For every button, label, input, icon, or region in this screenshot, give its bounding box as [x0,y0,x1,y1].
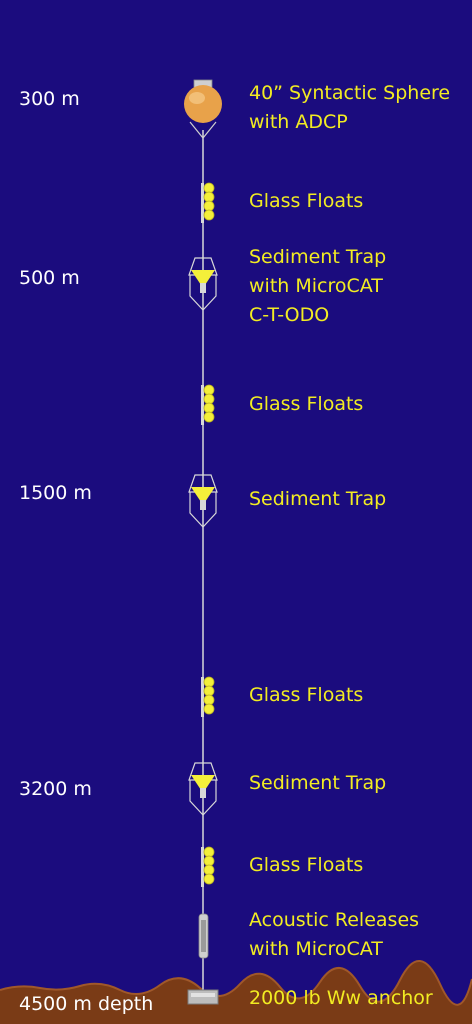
depth-label-300: 300 m [19,88,80,110]
instrument-label-sediment-trap: Sediment Trap with MicroCAT C-T-ODO [249,246,387,326]
sediment-trap-icon [188,762,218,816]
depth-label-3200: 3200 m [19,778,92,800]
acoustic-release-icon [198,913,209,959]
instrument-label-syntactic-sphere: 40” Syntactic Sphere with ADCP [249,82,451,133]
glass-floats-icon [201,846,215,887]
instrument-label-glass-floats: Glass Floats [249,684,364,706]
depth-label-4500: 4500 m depth [19,993,154,1015]
anchor-icon [187,989,219,1005]
syntactic-sphere-icon [184,79,222,139]
glass-floats-icon [201,182,215,223]
instrument-label-sediment-trap: Sediment Trap [249,488,387,510]
seafloor [0,960,472,1024]
depth-label-500: 500 m [19,267,80,289]
sediment-trap-icon [188,257,218,311]
instrument-label-acoustic-releases: Acoustic Releases with MicroCAT [249,909,420,960]
instrument-label-glass-floats: Glass Floats [249,190,364,212]
seafloor-edge [0,960,472,1006]
depth-label-1500: 1500 m [19,482,92,504]
instrument-label-glass-floats: Glass Floats [249,854,364,876]
glass-floats-icon [201,384,215,425]
sediment-trap-icon [188,474,218,528]
instrument-label-anchor: 2000 lb Ww anchor [249,987,433,1009]
glass-floats-icon [201,676,215,717]
instrument-label-glass-floats: Glass Floats [249,393,364,415]
instrument-label-sediment-trap: Sediment Trap [249,772,387,794]
